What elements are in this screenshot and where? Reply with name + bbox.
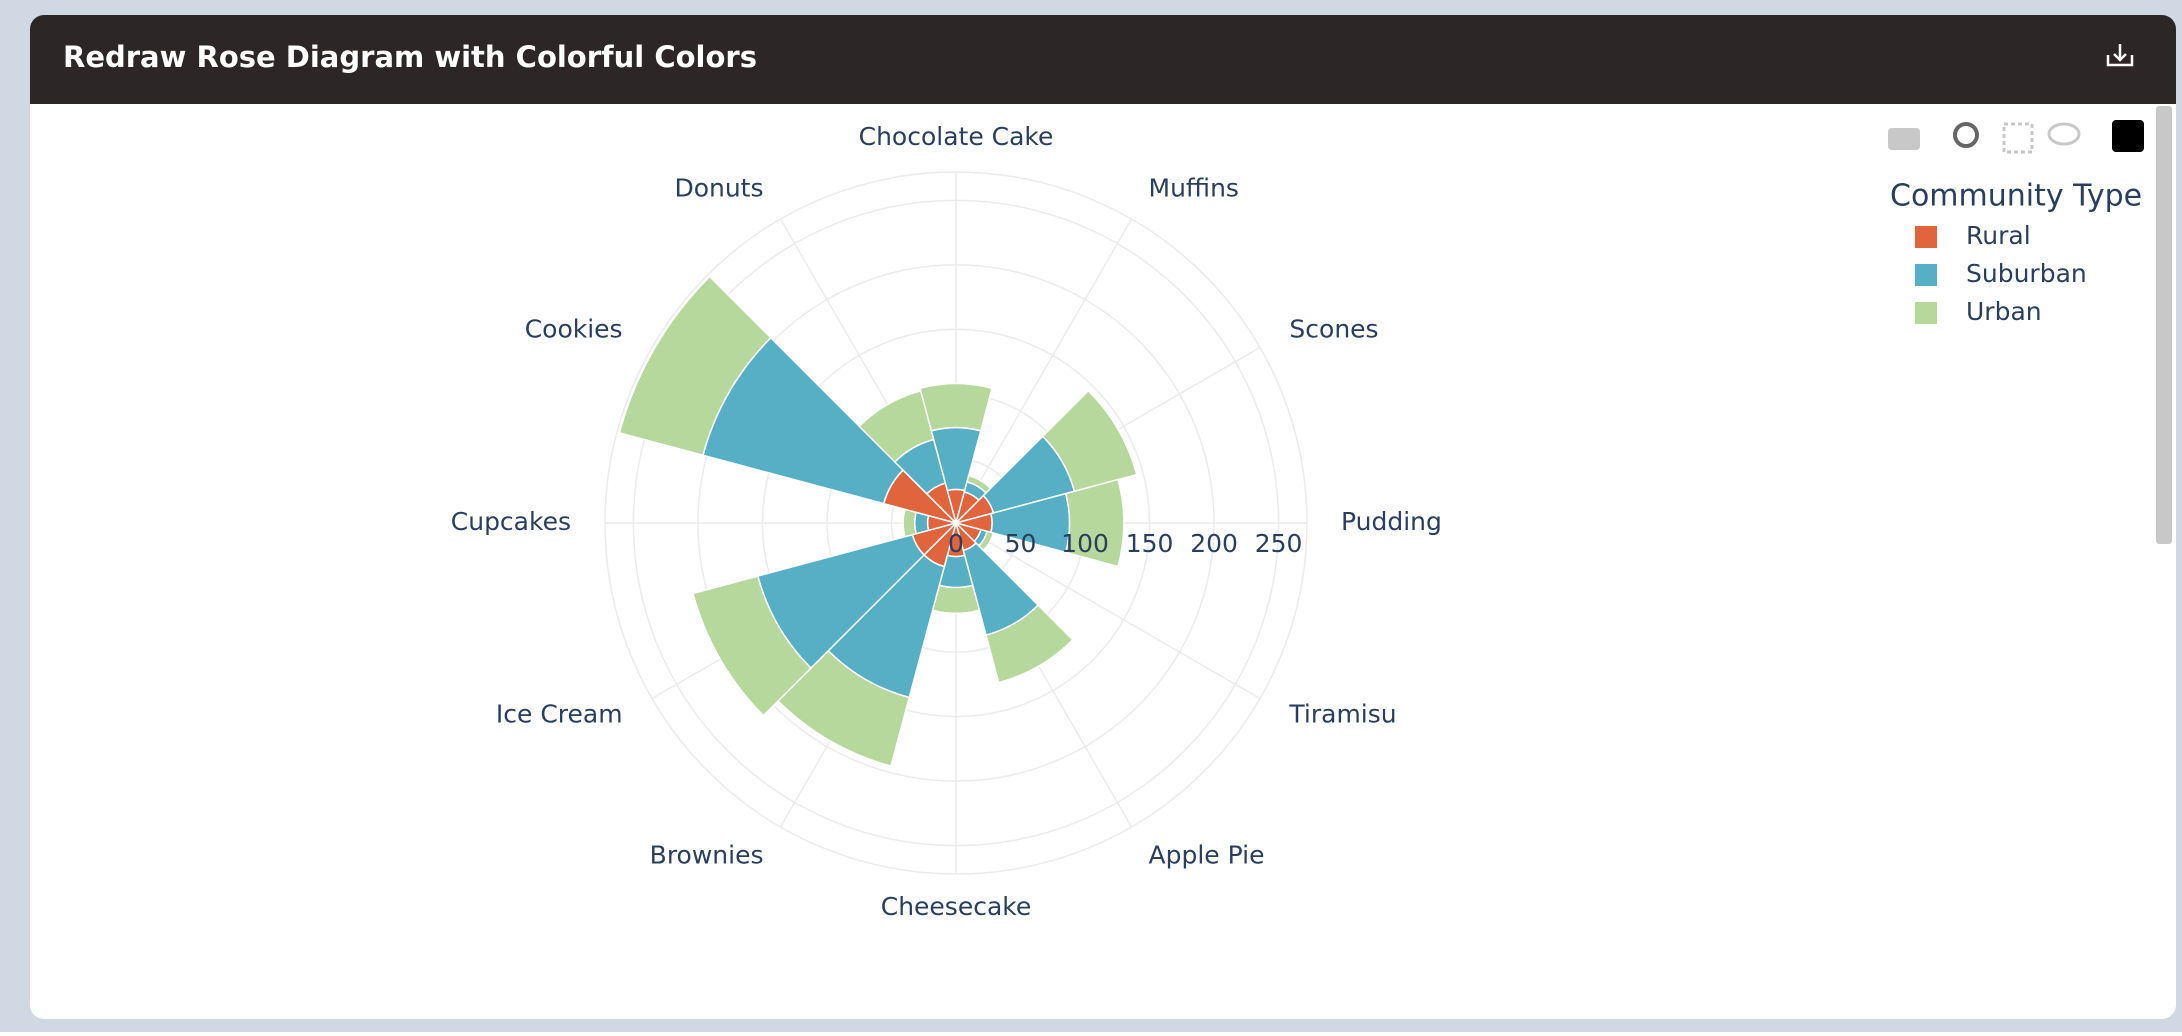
bar (858, 389, 935, 463)
radial-tick-label: 0 (948, 529, 964, 558)
angular-grid-line (955, 218, 1133, 524)
bar (618, 275, 772, 457)
angular-tick-label: Cookies (525, 315, 623, 344)
angular-tick-label: Brownies (650, 840, 764, 869)
zoom-icon[interactable] (1953, 122, 1979, 148)
angular-tick-label: Chocolate Cake (859, 122, 1054, 151)
angular-tick-label: Cheesecake (881, 892, 1032, 921)
radial-tick-label: 200 (1190, 529, 1238, 558)
legend-label: Suburban (1966, 259, 2087, 288)
bar (902, 508, 918, 538)
legend-label: Urban (1966, 297, 2042, 326)
angular-tick-label: Ice Cream (496, 700, 623, 729)
bar (1064, 478, 1125, 568)
angular-grid-line (955, 522, 1261, 700)
plotly-logo[interactable] (2112, 120, 2144, 152)
angular-tick-label: Pudding (1341, 507, 1442, 536)
legend-label: Rural (1966, 221, 2031, 250)
angular-tick-label: Apple Pie (1149, 840, 1265, 869)
radial-tick-label: 150 (1126, 529, 1174, 558)
legend-title: Community Type (1890, 179, 2142, 214)
bar (931, 584, 981, 615)
bar (1041, 389, 1138, 493)
legend-swatch (1915, 302, 1937, 324)
angular-tick-label: Scones (1289, 315, 1378, 344)
legend-swatch (1915, 264, 1937, 286)
angular-tick-label: Donuts (674, 174, 763, 203)
angular-tick-label: Muffins (1149, 174, 1239, 203)
download-button[interactable] (2106, 44, 2134, 67)
select-icon[interactable] (2002, 122, 2034, 154)
radial-tick-label: 250 (1255, 529, 1303, 558)
bar (919, 382, 993, 432)
card-title: Redraw Rose Diagram with Colorful Colors (63, 40, 757, 74)
scrollbar[interactable] (2156, 106, 2172, 544)
angular-tick-label: Tiramisu (1288, 700, 1396, 729)
radial-tick-label: 100 (1061, 529, 1109, 558)
lasso-icon[interactable] (2047, 122, 2081, 146)
legend-swatch (1915, 226, 1937, 248)
modebar (1888, 120, 2144, 154)
bar (985, 604, 1074, 684)
angular-tick-label: Cupcakes (451, 507, 571, 536)
bar (692, 575, 812, 717)
camera-icon[interactable] (1888, 128, 1920, 150)
card-header (30, 15, 2176, 104)
radial-tick-label: 50 (1005, 529, 1037, 558)
